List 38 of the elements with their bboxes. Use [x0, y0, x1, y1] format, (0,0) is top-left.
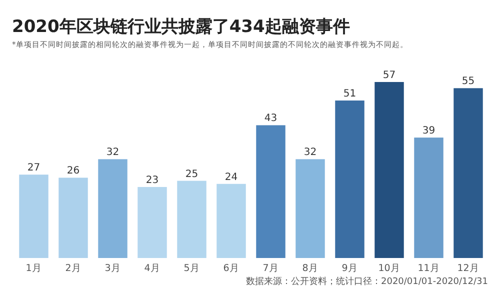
source-note: 数据来源：公开资料；统计口径：2020/01/01-2020/12/31 — [246, 276, 488, 287]
bar — [296, 159, 325, 258]
x-tick-label: 1月 — [26, 263, 42, 274]
data-label: 27 — [27, 162, 40, 174]
bar — [335, 100, 364, 258]
data-label: 24 — [224, 172, 238, 183]
x-tick-label: 12月 — [457, 263, 480, 274]
x-tick-label: 8月 — [302, 263, 318, 274]
data-label: 51 — [343, 88, 356, 100]
x-tick-label: 9月 — [342, 263, 358, 274]
x-tick-label: 4月 — [144, 263, 160, 274]
chart-title: 2020年区块链行业共披露了434起融资事件 — [12, 17, 350, 37]
x-tick-label: 3月 — [104, 263, 121, 274]
data-label: 23 — [146, 174, 159, 186]
data-label: 25 — [185, 168, 198, 180]
x-tick-label: 10月 — [378, 263, 400, 274]
bar — [138, 186, 167, 258]
bar — [58, 178, 88, 258]
bar — [374, 82, 404, 258]
data-label: 32 — [106, 147, 120, 158]
data-label: 55 — [462, 76, 475, 88]
x-tick-label: 5月 — [184, 263, 200, 274]
bar — [256, 125, 286, 258]
data-label: 39 — [422, 126, 436, 137]
bar — [19, 174, 48, 258]
bar — [177, 180, 206, 258]
data-label: 32 — [304, 147, 317, 158]
x-tick-label: 11月 — [418, 263, 440, 274]
bar — [414, 138, 444, 258]
data-label: 26 — [66, 166, 80, 177]
x-tick-label: 7月 — [262, 263, 279, 274]
bar — [98, 159, 128, 258]
bar — [216, 184, 246, 258]
x-tick-label: 2月 — [65, 263, 82, 274]
x-tick-label: 6月 — [223, 263, 240, 274]
data-label: 43 — [264, 113, 278, 124]
data-label: 57 — [382, 70, 396, 81]
bar — [454, 88, 483, 258]
